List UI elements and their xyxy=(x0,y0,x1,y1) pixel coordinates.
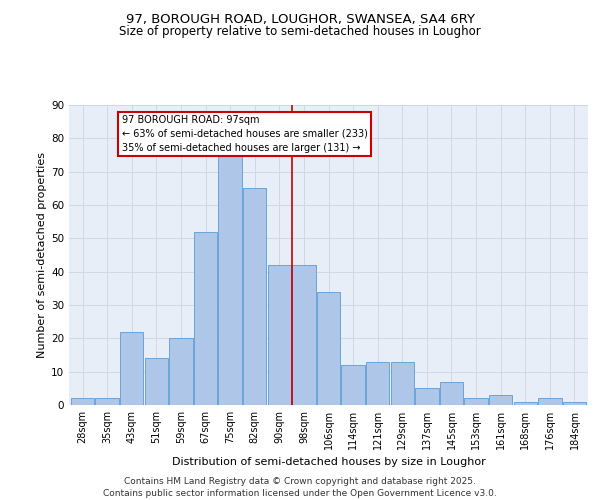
Bar xyxy=(194,232,217,405)
X-axis label: Distribution of semi-detached houses by size in Loughor: Distribution of semi-detached houses by … xyxy=(172,458,485,468)
Bar xyxy=(120,332,143,405)
Bar xyxy=(489,395,512,405)
Y-axis label: Number of semi-detached properties: Number of semi-detached properties xyxy=(37,152,47,358)
Bar xyxy=(292,265,316,405)
Bar xyxy=(145,358,168,405)
Bar xyxy=(464,398,488,405)
Text: 97, BOROUGH ROAD, LOUGHOR, SWANSEA, SA4 6RY: 97, BOROUGH ROAD, LOUGHOR, SWANSEA, SA4 … xyxy=(125,12,475,26)
Bar xyxy=(415,388,439,405)
Bar xyxy=(317,292,340,405)
Bar xyxy=(71,398,94,405)
Bar xyxy=(563,402,586,405)
Bar xyxy=(341,365,365,405)
Bar xyxy=(243,188,266,405)
Bar xyxy=(218,155,242,405)
Bar xyxy=(440,382,463,405)
Bar xyxy=(366,362,389,405)
Text: 97 BOROUGH ROAD: 97sqm
← 63% of semi-detached houses are smaller (233)
35% of se: 97 BOROUGH ROAD: 97sqm ← 63% of semi-det… xyxy=(122,115,368,153)
Bar xyxy=(391,362,414,405)
Bar xyxy=(95,398,119,405)
Bar xyxy=(169,338,193,405)
Bar xyxy=(514,402,537,405)
Bar xyxy=(538,398,562,405)
Text: Size of property relative to semi-detached houses in Loughor: Size of property relative to semi-detach… xyxy=(119,25,481,38)
Bar xyxy=(268,265,291,405)
Text: Contains HM Land Registry data © Crown copyright and database right 2025.
Contai: Contains HM Land Registry data © Crown c… xyxy=(103,476,497,498)
